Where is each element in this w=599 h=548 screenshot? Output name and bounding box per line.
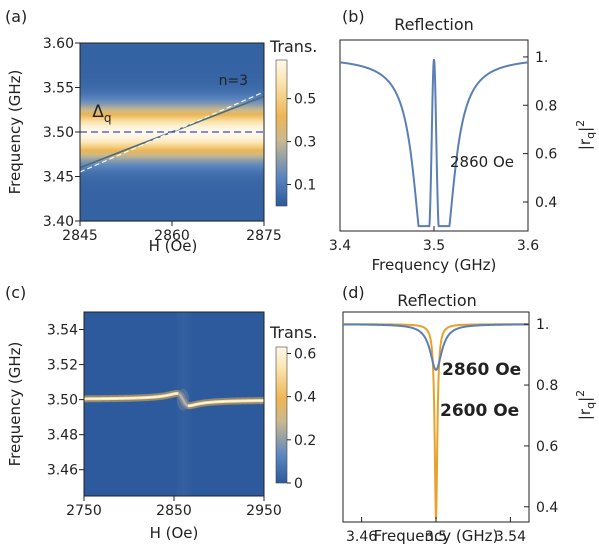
panel-d-xlabel: Frequency (GHz)	[374, 527, 499, 545]
panel-a-colorbar-title: Trans.	[269, 37, 317, 56]
b-x-tick-label: 3.6	[517, 238, 539, 254]
a-y-tick-label: 3.50	[43, 125, 74, 141]
a-colorbar-tick-label: 0.1	[294, 178, 316, 194]
panel-d-ylabel-main: |r	[576, 408, 594, 420]
panel-d-title: Reflection	[397, 291, 477, 310]
panel-c-colorbar-title: Trans.	[269, 323, 317, 342]
panel-c-xlabel: H (Oe)	[150, 524, 199, 542]
panel-a: (a) 3.403.453.503.553.60 2845 2860 2875 Fr…	[5, 7, 317, 255]
a-colorbar-tick-label: 0.3	[294, 135, 316, 151]
panel-d-ylabel-sup: 2	[574, 390, 587, 397]
d-y-tick-label: 0.6	[536, 439, 558, 455]
c-colorbar-tick-label: 0	[294, 476, 303, 492]
a-y-tick-label: 3.55	[43, 81, 74, 97]
panel-d-series-label-1: 2600 Oe	[440, 401, 519, 421]
n3-annotation: n=3	[219, 73, 249, 89]
c-y-tick-label: 3.46	[47, 463, 78, 479]
panel-b-series-label: 2860 Oe	[450, 153, 514, 171]
panel-b-xlabel: Frequency (GHz)	[372, 256, 497, 274]
panel-d: (d) Reflection 3.46 3.5 3.54 0.40.60.81. F…	[342, 283, 597, 545]
c-colorbar-tick-label: 0.4	[294, 390, 316, 406]
a-x-tick-label: 2875	[246, 228, 282, 244]
panel-d-ylabel: |rq|2	[574, 390, 597, 420]
c-y-tick-label: 3.48	[47, 428, 78, 444]
panel-b-ylabel: |rq|2	[574, 120, 597, 150]
b-x-tick-label: 3.4	[329, 238, 351, 254]
reflection-curve-2860	[340, 59, 528, 226]
a-x-tick-label: 2845	[62, 228, 98, 244]
b-y-tick-label: 0.6	[535, 147, 557, 163]
panel-b-label: (b)	[342, 7, 365, 26]
a-y-tick-label: 3.45	[43, 170, 74, 186]
c-y-tick-label: 3.50	[47, 393, 78, 409]
b-x-tick-label: 3.5	[423, 238, 445, 254]
d-x-tick-label: 3.46	[346, 529, 377, 545]
d-y-tick-label: 1.	[536, 317, 549, 333]
panel-d-series-label-0: 2860 Oe	[442, 360, 521, 380]
panel-b-ylabel-sup: 2	[574, 120, 587, 127]
panel-c-colorbar	[276, 347, 287, 483]
d-y-tick-label: 0.4	[536, 500, 558, 516]
panel-a-colorbar	[276, 60, 287, 206]
reflection-curve-2600	[343, 324, 529, 519]
c-y-tick-label: 3.52	[47, 358, 78, 374]
panel-a-xlabel: H (Oe)	[149, 237, 198, 255]
svg-text:|rq|2: |rq|2	[574, 120, 597, 150]
c-x-tick-label: 2950	[246, 503, 282, 519]
a-y-tick-label: 3.60	[43, 36, 74, 52]
d-x-tick-label: 3.54	[495, 529, 526, 545]
panel-a-label: (a)	[5, 7, 27, 26]
panel-c-ylabel: Frequency (GHz)	[6, 342, 24, 467]
c-anticrossing-gap	[177, 389, 189, 411]
c-y-tick-label: 3.54	[47, 323, 78, 339]
c-x-tick-label: 2750	[66, 503, 102, 519]
c-x-tick-label: 2850	[156, 503, 192, 519]
panel-a-ylabel: Frequency (GHz)	[6, 70, 24, 195]
c-colorbar-tick-label: 0.2	[294, 433, 316, 449]
panel-c: (c) 3.46 3.48 3.50 3.52 3.54 2750 2850 2950 Fr…	[5, 283, 317, 542]
panel-c-label: (c)	[5, 283, 26, 302]
panel-d-ylabel-sub: q	[584, 402, 597, 409]
a-colorbar-tick-label: 0.5	[294, 92, 316, 108]
c-colorbar-tick-label: 0.6	[294, 346, 316, 362]
b-y-tick-label: 0.8	[535, 98, 557, 114]
panel-b-title: Reflection	[394, 15, 474, 34]
svg-text:|rq|2: |rq|2	[574, 390, 597, 420]
d-y-tick-label: 0.8	[536, 378, 558, 394]
panel-b-ylabel-sub: q	[584, 132, 597, 139]
b-y-tick-label: 1.	[535, 50, 548, 66]
panel-b: (b) Reflection 3.4 3.5 3.6 0.4 0.6 0.8 1. Fre…	[329, 7, 597, 274]
b-y-tick-label: 0.4	[535, 195, 557, 211]
panel-b-ylabel-main: |r	[576, 138, 594, 150]
panel-d-label: (d)	[342, 283, 365, 302]
